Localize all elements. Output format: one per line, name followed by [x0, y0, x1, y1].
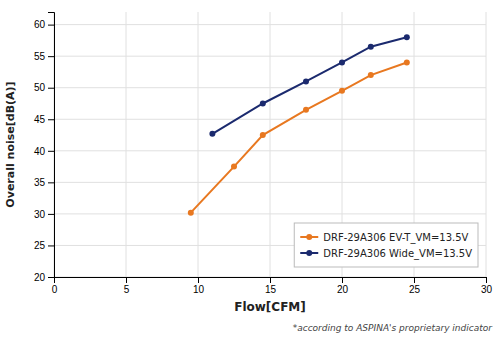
legend: DRF-29A306 EV-T_VM=13.5V DRF-29A306 Wide_… — [294, 223, 478, 267]
legend-marker — [306, 234, 312, 240]
grid-line — [54, 56, 486, 57]
tick-label: 25 — [409, 284, 421, 295]
grid-line — [198, 12, 199, 277]
footnote: *according to ASPINA's proprietary indic… — [293, 323, 494, 333]
grid-line — [54, 213, 486, 214]
point — [404, 59, 410, 65]
grid-line — [54, 87, 486, 88]
tick: 0 — [52, 277, 58, 295]
tick: 55 — [34, 51, 54, 62]
point — [209, 131, 215, 137]
tick-label: 20 — [337, 284, 349, 295]
tick: 45 — [34, 114, 54, 125]
tick-mark — [342, 277, 343, 283]
legend-box — [294, 223, 478, 267]
tick-label: 25 — [34, 240, 46, 251]
point — [303, 78, 309, 84]
grid-line — [54, 182, 486, 183]
tick: 10 — [193, 277, 205, 295]
tick-label: 50 — [34, 82, 46, 93]
tick: 25 — [34, 240, 54, 251]
x-axis-title: Flow[CFM] — [234, 300, 306, 314]
marks — [188, 34, 410, 215]
grid-line — [486, 12, 487, 277]
tick-label: 55 — [34, 51, 46, 62]
point — [260, 100, 266, 106]
tick-label: 30 — [34, 209, 46, 220]
tick-label: 15 — [265, 284, 277, 295]
axis-line — [55, 278, 487, 284]
grid-line — [270, 12, 271, 277]
grid-line — [54, 24, 486, 25]
legend-item: DRF-29A306 EV-T_VM=13.5V — [300, 232, 468, 244]
legend-label: DRF-29A306 Wide_VM=13.5V — [323, 248, 472, 260]
tick-label: 40 — [34, 146, 46, 157]
y-axis: 20 25 30 35 40 45 50 55 60 — [34, 13, 55, 283]
tick: 30 — [481, 277, 493, 295]
point — [339, 59, 345, 65]
tick-mark — [270, 277, 271, 283]
tick: 50 — [34, 82, 54, 93]
tick-label: 30 — [481, 284, 493, 295]
grid — [54, 12, 486, 277]
tick-mark — [48, 119, 54, 120]
tick-label: 60 — [34, 19, 46, 30]
point — [339, 88, 345, 94]
tick: 40 — [34, 146, 54, 157]
legend-label: DRF-29A306 EV-T_VM=13.5V — [323, 232, 468, 244]
tick: 60 — [34, 19, 54, 30]
tick-mark — [48, 151, 54, 152]
tick-mark — [48, 56, 54, 57]
tick: 5 — [124, 277, 130, 295]
tick: 20 — [34, 272, 54, 283]
point — [404, 34, 410, 40]
chart: 0 5 10 15 20 25 30 20 25 30 35 40 45 50 55 60 DRF-29A306… — [0, 0, 500, 337]
tick-mark — [48, 214, 54, 215]
tick-label: 10 — [193, 284, 205, 295]
tick: 30 — [34, 209, 54, 220]
point — [231, 164, 237, 170]
tick-label: 45 — [34, 114, 46, 125]
tick-mark — [486, 277, 487, 283]
tick-mark — [48, 25, 54, 26]
axis-line — [48, 13, 55, 278]
tick: 20 — [337, 277, 349, 295]
legend-marker — [306, 250, 312, 256]
grid-line — [126, 12, 127, 277]
tick-label: 5 — [124, 284, 130, 295]
point — [368, 72, 374, 78]
grid-line — [54, 150, 486, 151]
tick-mark — [48, 182, 54, 183]
tick-mark — [198, 277, 199, 283]
tick: 15 — [265, 277, 277, 295]
tick: 25 — [409, 277, 421, 295]
tick-mark — [48, 245, 54, 246]
tick-mark — [48, 88, 54, 89]
series-line — [212, 37, 406, 134]
y-axis-title: Overall noise[dB(A)] — [4, 81, 17, 207]
x-axis: 0 5 10 15 20 25 30 — [52, 277, 493, 295]
tick-label: 35 — [34, 177, 46, 188]
tick-mark — [48, 277, 54, 278]
tick-label: 20 — [34, 272, 46, 283]
legend-item: DRF-29A306 Wide_VM=13.5V — [300, 248, 472, 260]
point — [260, 132, 266, 138]
tick-label: 0 — [52, 284, 58, 295]
plot: 0 5 10 15 20 25 30 20 25 30 35 40 45 50 55 60 DRF-29A306… — [34, 12, 493, 295]
point — [303, 107, 309, 113]
tick-mark — [414, 277, 415, 283]
point — [188, 210, 194, 216]
point — [368, 44, 374, 50]
tick: 35 — [34, 177, 54, 188]
tick-mark — [126, 277, 127, 283]
grid-line — [54, 119, 486, 120]
